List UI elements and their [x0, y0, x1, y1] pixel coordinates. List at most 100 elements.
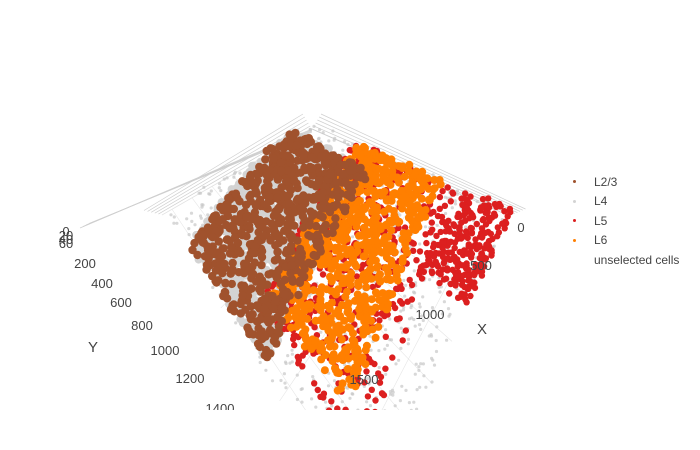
data-point — [399, 346, 403, 350]
data-point — [268, 144, 277, 154]
data-point — [436, 205, 443, 212]
data-point — [298, 314, 307, 322]
data-point — [363, 327, 372, 336]
data-point — [496, 202, 503, 210]
data-point — [416, 213, 425, 222]
data-point — [299, 191, 308, 200]
data-point — [322, 315, 330, 324]
data-point — [286, 354, 290, 358]
data-point — [386, 275, 395, 284]
data-point — [207, 192, 211, 196]
data-point — [260, 294, 269, 304]
data-point — [203, 242, 212, 251]
z-tick-label: 40 — [59, 232, 73, 247]
data-point — [326, 170, 335, 179]
data-point — [314, 176, 324, 185]
data-point — [393, 285, 400, 292]
data-point — [451, 280, 458, 288]
data-point — [419, 362, 423, 366]
data-point — [293, 236, 302, 245]
data-point — [381, 221, 390, 230]
data-point — [346, 280, 355, 289]
data-point — [307, 294, 311, 298]
data-point — [211, 285, 215, 290]
data-point — [371, 256, 380, 265]
data-point — [389, 338, 394, 342]
data-point — [211, 266, 221, 275]
data-point — [190, 219, 194, 223]
data-point — [376, 317, 383, 324]
data-point — [424, 184, 433, 193]
data-point — [218, 182, 222, 186]
data-point — [303, 337, 312, 346]
data-point — [199, 216, 203, 220]
data-point — [284, 386, 288, 390]
data-point — [419, 327, 423, 331]
data-point — [347, 249, 356, 257]
data-point — [342, 406, 349, 410]
data-point — [435, 223, 439, 227]
z-tick-label: 0 — [62, 224, 69, 239]
scatter3d-plot[interactable]: 2004006008001000120014000500100015000204… — [0, 0, 700, 410]
data-point — [214, 217, 224, 226]
data-point — [223, 235, 232, 244]
data-point — [260, 304, 269, 314]
legend-item[interactable]: L2/3 — [572, 172, 679, 192]
data-point — [252, 189, 261, 198]
data-point — [438, 213, 446, 221]
data-point — [370, 224, 378, 233]
data-point — [461, 195, 469, 203]
data-point — [402, 327, 409, 334]
data-point — [356, 152, 365, 161]
data-point — [421, 362, 425, 366]
data-point — [441, 202, 449, 209]
data-point — [419, 314, 424, 318]
data-point — [413, 324, 417, 328]
data-point — [477, 204, 485, 211]
data-point — [486, 217, 493, 225]
data-point — [218, 269, 227, 278]
data-point — [203, 223, 213, 232]
data-point — [341, 292, 350, 301]
data-point — [298, 212, 308, 221]
data-point — [291, 128, 300, 138]
data-point — [264, 270, 273, 279]
data-point — [282, 372, 286, 376]
data-point — [446, 290, 453, 297]
data-point — [348, 396, 352, 400]
data-point — [375, 164, 383, 173]
data-point — [372, 289, 381, 298]
data-point — [297, 203, 306, 212]
data-point — [369, 247, 378, 256]
data-point — [413, 257, 420, 264]
data-point — [300, 387, 304, 391]
data-point — [230, 215, 239, 224]
data-point — [401, 192, 410, 201]
legend-item[interactable]: L6 — [572, 231, 679, 251]
data-point — [341, 148, 345, 152]
legend[interactable]: L2/3 L4 L5 L6 unselected cells — [572, 172, 679, 270]
data-point — [447, 314, 451, 318]
data-point — [464, 225, 468, 229]
data-point — [316, 316, 325, 325]
data-point — [376, 379, 384, 386]
data-point — [208, 233, 217, 242]
data-point — [423, 225, 428, 229]
data-point — [331, 214, 340, 223]
legend-item[interactable]: unselected cells — [572, 250, 679, 270]
data-point — [351, 392, 355, 396]
data-point — [288, 277, 298, 286]
data-point — [344, 354, 353, 363]
data-point — [417, 365, 421, 369]
data-point — [172, 215, 176, 219]
data-point — [351, 235, 355, 239]
y-axis-title: Y — [88, 339, 98, 356]
data-point — [383, 196, 392, 205]
data-point — [406, 342, 410, 346]
legend-item[interactable]: L5 — [572, 211, 679, 231]
legend-item[interactable]: L4 — [572, 192, 679, 212]
data-point — [299, 363, 306, 370]
back-grid-line — [320, 113, 526, 210]
data-point — [330, 404, 334, 408]
data-point — [331, 221, 340, 230]
